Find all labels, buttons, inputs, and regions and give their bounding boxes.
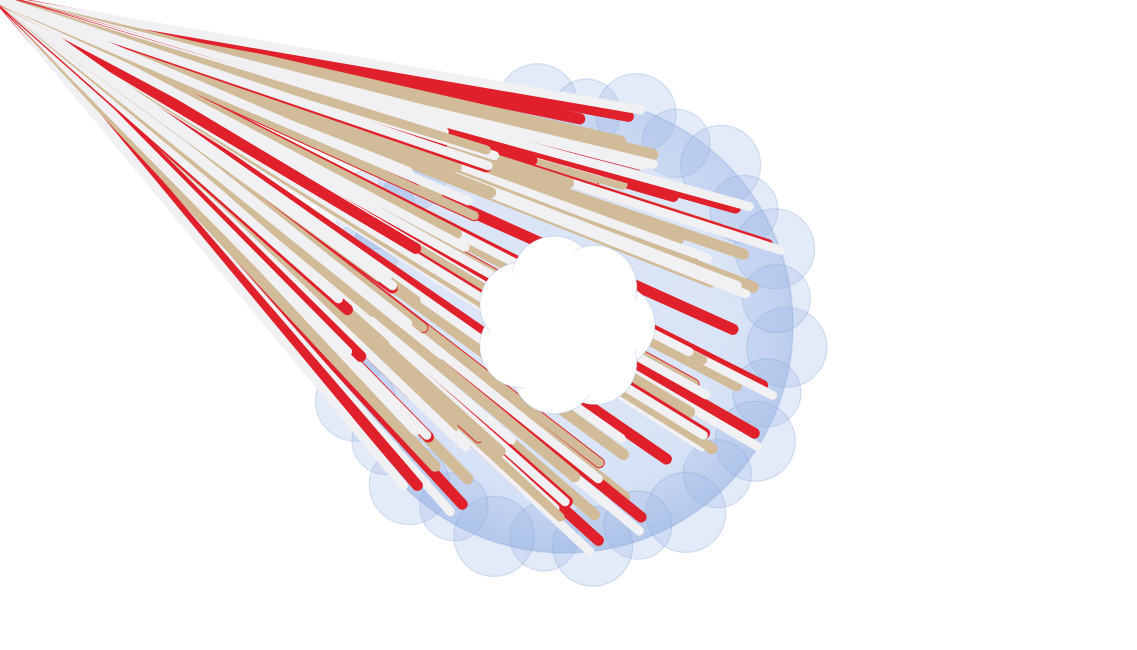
c-h-bond <box>0 0 493 171</box>
c-h-bond <box>0 0 470 252</box>
central-cavity <box>479 235 656 415</box>
surface-lobe <box>641 108 711 178</box>
c-h-bond <box>0 0 473 206</box>
surface-lobe <box>453 495 535 578</box>
surface-lobe <box>645 471 727 554</box>
hydrogen-bond-stick <box>0 0 646 115</box>
cavity-opening <box>491 251 639 399</box>
surface-lobe <box>746 306 828 388</box>
surface-lobe <box>741 264 812 334</box>
c-h-bond <box>0 0 398 291</box>
stick-model <box>0 0 785 557</box>
surface-lobe <box>682 439 753 509</box>
hydrogen-bond-stick <box>0 0 408 491</box>
